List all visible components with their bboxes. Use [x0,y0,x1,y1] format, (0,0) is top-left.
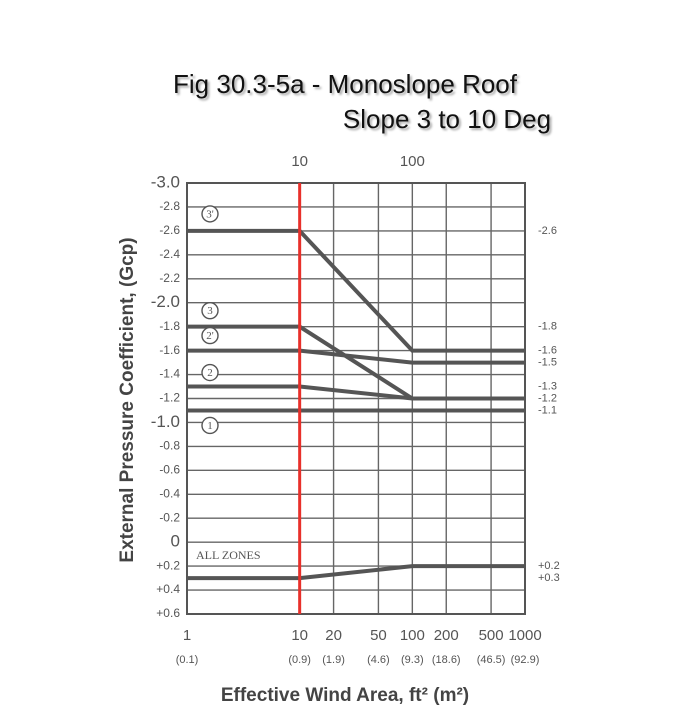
chart-title: Fig 30.3-5a - Monoslope Roof [173,69,518,99]
zone-line [187,384,525,401]
zone-line [187,228,525,353]
y-tick-label: -0.6 [159,463,180,477]
right-label: -1.1 [538,404,557,416]
right-label: -2.6 [538,225,557,237]
x-tick-sublabel: (18.6) [432,654,461,666]
zone-circle [201,301,219,320]
y-tick-label: -1.8 [159,319,180,333]
x-tick-label: 100 [400,627,425,644]
y-tick-label: -2.6 [159,223,180,237]
x-tick-label: 20 [325,627,342,644]
right-label: -1.6 [538,345,557,357]
x-tick-sublabel: (9.3) [401,654,424,666]
zone-label: 2' [206,330,214,342]
zone-line [187,348,525,365]
y-tick-label: -1.0 [151,412,180,431]
x-tick-label: 1000 [508,627,541,644]
y-tick-label: 0 [171,532,180,551]
x-tick-sublabel: (92.9) [511,654,540,666]
y-tick-label: -2.2 [159,271,180,285]
x-axis-label: Effective Wind Area, ft² (m²) [221,685,469,706]
right-label: +0.2 [538,560,560,572]
x-tick-label: 500 [479,627,504,644]
x-tick-label: 50 [370,627,387,644]
y-axis-label: External Pressure Coefficient, (Gcp) [117,237,138,562]
zone-label: ALL ZONES [196,548,261,562]
y-tick-label: -3.0 [151,172,180,191]
y-tick-label: -2.0 [151,292,180,311]
y-tick-label: -2.4 [159,247,180,261]
zone-label: 2 [207,367,213,379]
zone-line [187,564,525,581]
x-tick-label: 1 [183,627,191,644]
zone-circle [201,416,219,435]
y-tick-label: -0.2 [159,510,180,524]
zone-circle [201,205,219,223]
zone-circle [201,363,219,382]
zone-label: 3 [207,305,213,317]
x-tick-sublabel: (1.9) [322,654,345,666]
right-label: +0.3 [538,572,560,584]
chart-subtitle: Slope 3 to 10 Deg [343,104,551,134]
right-label: -1.3 [538,380,557,392]
right-label: -1.8 [538,321,557,333]
y-tick-label: -2.8 [159,199,180,213]
x-tick-label: 10 [291,627,308,644]
x2-tick-label: 10 [291,153,308,170]
y-tick-label: +0.4 [156,582,180,596]
y-tick-label: +0.6 [156,606,180,620]
x-tick-sublabel: (46.5) [477,654,506,666]
zone-label: 3' [206,208,214,220]
y-tick-label: -0.8 [159,439,180,453]
x2-tick-label: 100 [400,153,425,170]
right-label: -1.5 [538,356,557,368]
zone-circle [201,326,219,345]
y-tick-label: -1.2 [159,391,180,405]
y-tick-label: -1.6 [159,343,180,357]
right-label: -1.2 [538,392,557,404]
zone-label: 1 [207,420,213,432]
x-tick-sublabel: (0.9) [288,654,311,666]
x-tick-label: 200 [434,627,459,644]
y-tick-label: +0.2 [156,558,180,572]
x-tick-sublabel: (0.1) [176,654,199,666]
x-tick-sublabel: (4.6) [367,654,390,666]
y-tick-label: -1.4 [159,367,180,381]
y-tick-label: -0.4 [159,486,180,500]
